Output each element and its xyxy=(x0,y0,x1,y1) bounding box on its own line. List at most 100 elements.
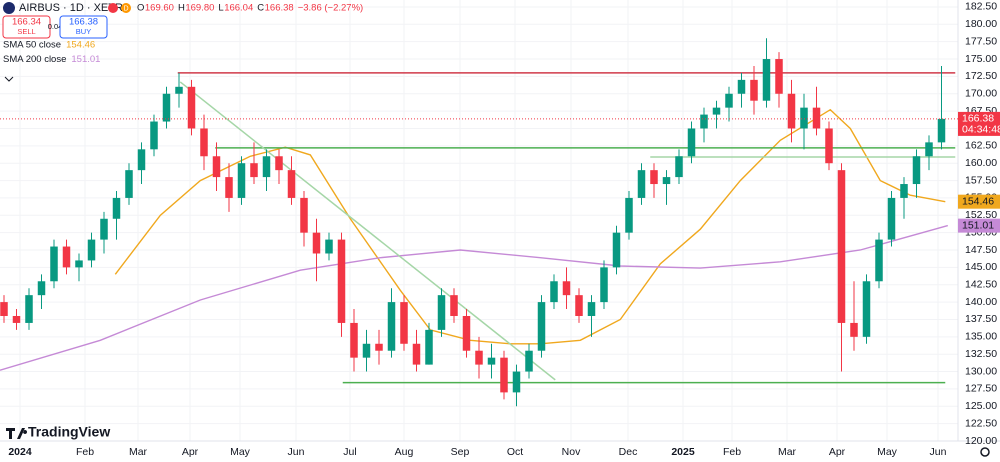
candle-body xyxy=(237,163,246,198)
candle-body xyxy=(412,343,421,365)
quote-value: 166.38 xyxy=(265,3,294,14)
x-tick-label: Sep xyxy=(451,446,470,458)
x-tick-label: Mar xyxy=(778,446,797,458)
candle-body xyxy=(762,59,771,101)
candle-body xyxy=(0,302,8,316)
y-tick-label: 152.50 xyxy=(965,209,997,221)
y-tick-label: 145.00 xyxy=(965,261,997,273)
candle-body xyxy=(337,239,346,323)
y-tick-label: 132.50 xyxy=(965,348,997,360)
candle-body xyxy=(75,260,83,268)
y-tick-label: 170.00 xyxy=(965,88,997,100)
indicator-value: 151.01 xyxy=(71,54,100,65)
y-tick-label: 135.00 xyxy=(965,331,997,343)
sell-button[interactable] xyxy=(2,15,51,39)
candle-body xyxy=(362,343,371,358)
candle-body xyxy=(387,302,396,351)
candle-body xyxy=(275,156,283,171)
x-tick-label: Jul xyxy=(343,446,356,458)
candle-body xyxy=(725,93,733,108)
y-tick-label: 182.50 xyxy=(965,1,997,13)
quote-value: 169.60 xyxy=(145,3,174,14)
indicator-price-box xyxy=(958,194,1000,209)
candle-body xyxy=(537,302,546,351)
y-tick-label: 180.00 xyxy=(965,18,997,30)
candle-body xyxy=(625,197,633,233)
y-tick-label: 157.50 xyxy=(965,174,997,186)
y-tick-label: 172.50 xyxy=(965,70,997,82)
candle-body xyxy=(25,295,33,323)
candle-body xyxy=(775,59,783,94)
header: AIRBUS · 1D · XETR D 166.34 SELL 0.04 16… xyxy=(2,2,364,82)
candle-body xyxy=(225,177,233,198)
candle-body xyxy=(425,329,433,365)
candle-body xyxy=(850,322,858,337)
candle-body xyxy=(900,184,908,198)
candle-body xyxy=(875,239,883,282)
candle-body xyxy=(575,295,583,316)
indicator-value: 154.46 xyxy=(66,40,95,51)
y-tick-label: 120.00 xyxy=(965,435,997,447)
x-tick-label: Dec xyxy=(619,446,638,458)
x-tick-label: Apr xyxy=(829,446,846,458)
sell-label: SELL xyxy=(17,27,35,36)
candle-body xyxy=(162,93,171,122)
status-letter: D xyxy=(123,5,128,12)
candle-body xyxy=(100,218,108,240)
y-tick-label: 122.50 xyxy=(965,417,997,429)
candle-body xyxy=(112,197,121,219)
indicator-name: SMA 200 close xyxy=(3,54,66,65)
quote-key: L xyxy=(218,3,223,14)
candle-body xyxy=(437,295,446,330)
candle-body xyxy=(562,281,571,296)
candle-body xyxy=(125,170,133,198)
plot-area xyxy=(0,0,958,442)
x-tick-label: 2024 xyxy=(8,446,32,458)
candle-body xyxy=(512,371,521,393)
quote-key: O xyxy=(137,3,144,14)
y-tick-label: 175.00 xyxy=(965,53,997,65)
x-tick-label: Mar xyxy=(129,446,148,458)
spread: 0.04 xyxy=(48,22,63,31)
indicator-line xyxy=(0,224,948,371)
x-tick-label: Feb xyxy=(723,446,741,458)
y-tick-label: 142.50 xyxy=(965,279,997,291)
x-tick-label: May xyxy=(877,446,898,458)
y-tick-label: 127.50 xyxy=(965,383,997,395)
candle-body xyxy=(37,281,46,296)
symbol: AIRBUS · 1D · XETR xyxy=(19,2,123,14)
buy-button[interactable] xyxy=(59,15,108,39)
y-tick-label: 177.50 xyxy=(965,35,997,47)
indicator-price-label: 154.46 xyxy=(962,195,994,207)
brand-logo xyxy=(6,428,28,439)
y-tick-label: 140.00 xyxy=(965,296,997,308)
candle-body xyxy=(662,177,671,185)
collapse-caret[interactable] xyxy=(4,76,14,82)
y-tick-label: 147.50 xyxy=(965,244,997,256)
candle-body xyxy=(687,128,696,157)
x-tick-label: Jun xyxy=(930,446,947,458)
candle-body xyxy=(87,239,96,261)
candle-body xyxy=(812,107,821,129)
candle-body xyxy=(250,163,258,178)
x-tick-label: Nov xyxy=(562,446,581,458)
candle-body xyxy=(800,107,808,129)
candle-body xyxy=(400,302,408,344)
candle-body xyxy=(587,302,596,316)
price-box-label: 166.38 xyxy=(962,113,994,125)
quote-change: −3.86 (−2.27%) xyxy=(298,3,364,14)
candle-body xyxy=(825,128,833,164)
price-box xyxy=(958,111,1000,136)
x-tick-label: Apr xyxy=(182,446,199,458)
candle-body xyxy=(887,197,896,240)
brand-name: TradingView xyxy=(28,424,110,440)
quote-value: 169.80 xyxy=(185,3,214,14)
settings-icon[interactable] xyxy=(980,447,990,457)
candle-body xyxy=(312,232,321,254)
candle-body xyxy=(200,128,208,157)
candle-body xyxy=(675,156,683,178)
candle-body xyxy=(637,170,646,198)
candle-body xyxy=(600,267,608,303)
y-tick-label: 130.00 xyxy=(965,365,997,377)
